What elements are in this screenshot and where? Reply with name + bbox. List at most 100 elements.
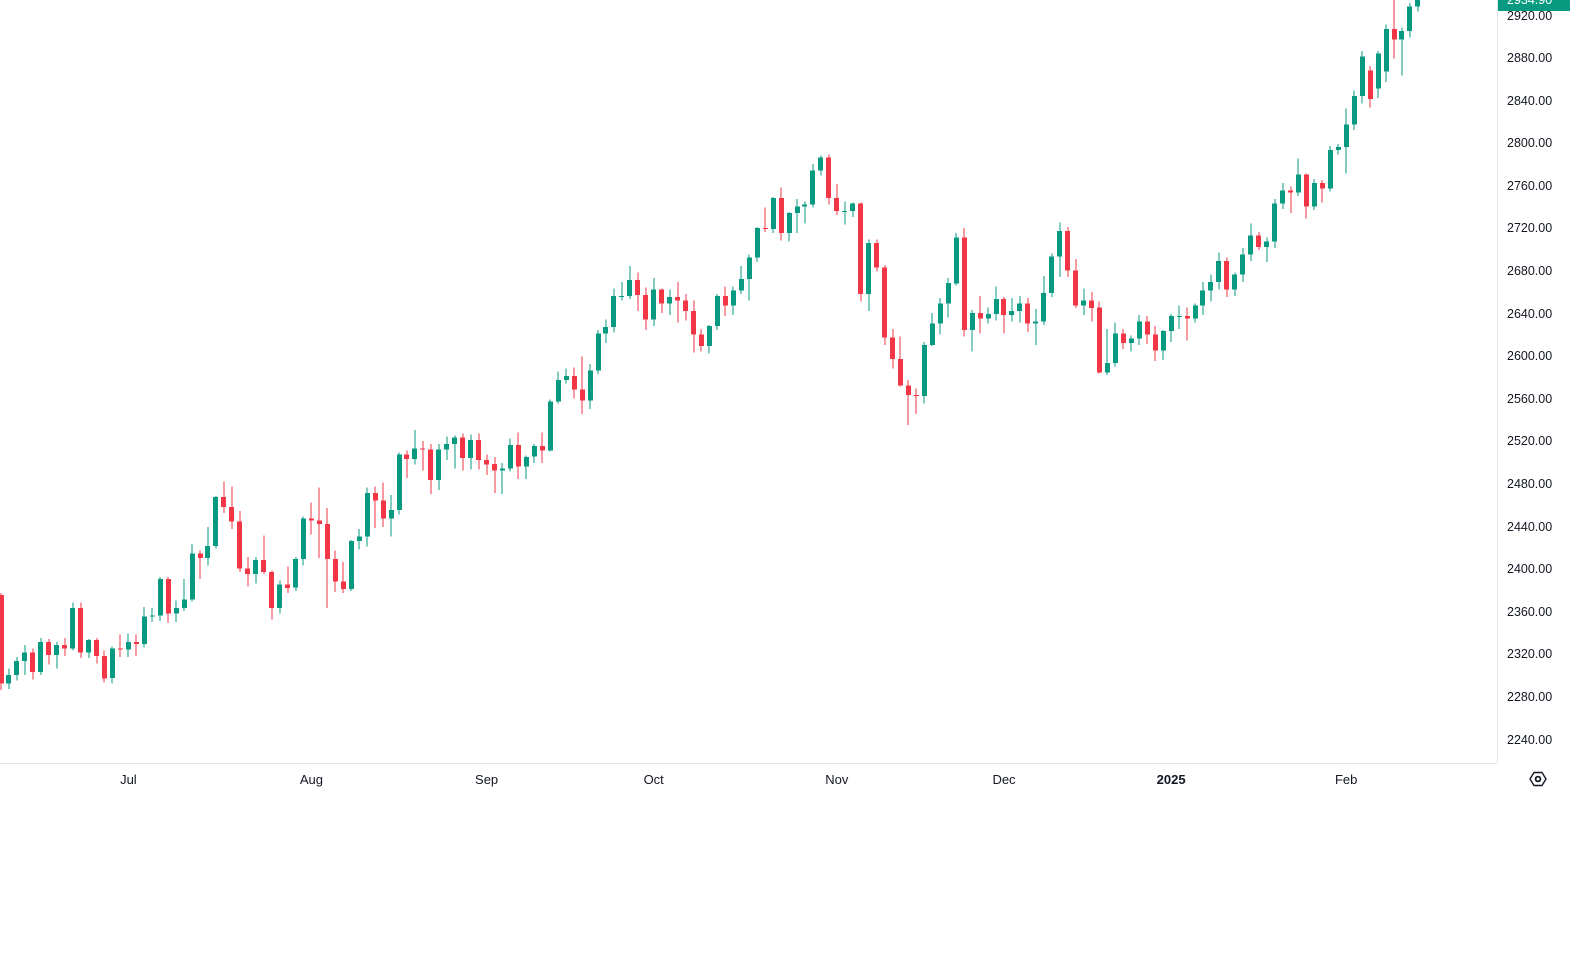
- candle: [389, 495, 394, 537]
- candle: [1001, 297, 1006, 334]
- candle: [341, 562, 346, 594]
- candle: [1208, 274, 1213, 302]
- price-axis-label: 2760.00: [1507, 178, 1553, 193]
- candle: [874, 239, 879, 272]
- price-axis-label: 2920.00: [1507, 8, 1553, 23]
- candle: [1384, 24, 1389, 82]
- candle: [1073, 258, 1078, 308]
- price-axis-label: 2520.00: [1507, 434, 1553, 449]
- candle: [524, 455, 529, 480]
- candle: [643, 287, 648, 331]
- scales-settings-button[interactable]: [1527, 769, 1549, 789]
- candle: [1344, 108, 1349, 174]
- candle: [842, 201, 847, 225]
- candle: [1407, 3, 1412, 38]
- candle: [1352, 90, 1357, 130]
- candle: [1025, 298, 1030, 333]
- candle: [1017, 296, 1022, 323]
- chart-pane[interactable]: [0, 0, 1497, 763]
- candle: [357, 529, 362, 550]
- candle: [588, 364, 593, 409]
- candle: [1288, 186, 1293, 213]
- candle: [1145, 316, 1150, 344]
- candle: [731, 286, 736, 316]
- candle: [1097, 301, 1102, 374]
- candle: [102, 650, 107, 683]
- candle: [1296, 158, 1301, 196]
- candle: [556, 371, 561, 404]
- candle: [1272, 199, 1277, 249]
- candle: [412, 430, 417, 465]
- candle: [333, 550, 338, 592]
- candle: [166, 577, 171, 623]
- candle: [810, 164, 815, 208]
- candle: [938, 298, 943, 335]
- candle: [699, 329, 704, 352]
- candle: [540, 432, 545, 464]
- candle: [930, 313, 935, 347]
- candle: [1089, 291, 1094, 322]
- candle: [508, 438, 513, 472]
- candle: [611, 288, 616, 333]
- candle: [420, 440, 425, 471]
- candle: [747, 254, 752, 301]
- price-axis-label: 2800.00: [1507, 136, 1553, 151]
- price-axis-label: 2840.00: [1507, 93, 1553, 108]
- candle: [739, 266, 744, 294]
- price-axis-label: 2280.00: [1507, 689, 1553, 704]
- candle: [954, 233, 959, 286]
- candle: [564, 368, 569, 384]
- candle: [460, 433, 465, 471]
- candle: [1264, 237, 1269, 262]
- candle: [779, 187, 784, 241]
- candle: [500, 463, 505, 495]
- candle: [229, 486, 234, 530]
- candle: [667, 289, 672, 316]
- candle: [1415, 0, 1420, 12]
- candle: [22, 645, 27, 675]
- candle: [516, 432, 521, 480]
- candle: [1368, 66, 1373, 108]
- candle: [898, 336, 903, 387]
- price-axis-label: 2240.00: [1507, 732, 1553, 747]
- candle: [1224, 257, 1229, 298]
- candle: [1304, 173, 1309, 219]
- candle: [94, 637, 99, 664]
- candle: [436, 444, 441, 490]
- candlestick-chart: [0, 0, 1420, 690]
- candle: [1129, 335, 1134, 352]
- candle: [787, 211, 792, 242]
- time-axis[interactable]: Jul Aug Sep Oct Nov Dec 2025 Feb: [0, 763, 1497, 797]
- candle: [1336, 143, 1341, 155]
- candle: [1256, 232, 1261, 251]
- candle: [1193, 303, 1198, 323]
- time-axis-label: Feb: [1334, 772, 1358, 787]
- candle: [962, 227, 967, 337]
- price-axis-label: 2560.00: [1507, 391, 1553, 406]
- candle: [444, 436, 449, 460]
- candle: [78, 602, 83, 659]
- candle: [532, 444, 537, 464]
- candle: [826, 154, 831, 205]
- price-axis-label: 2880.00: [1507, 51, 1553, 66]
- candle: [596, 330, 601, 374]
- candle: [309, 502, 314, 535]
- candle: [1137, 315, 1142, 345]
- last-price-label[interactable]: 2934.90: [1498, 0, 1570, 11]
- candle: [763, 207, 768, 233]
- time-axis-label: Dec: [992, 772, 1016, 787]
- candle: [619, 282, 624, 301]
- candle: [404, 450, 409, 479]
- candle: [397, 452, 402, 515]
- candle: [54, 642, 59, 669]
- candle: [1153, 325, 1158, 361]
- candle: [6, 668, 11, 689]
- candle: [723, 286, 728, 317]
- candle: [134, 634, 139, 656]
- time-axis-label: Jul: [120, 772, 137, 787]
- candle: [1240, 248, 1245, 283]
- price-axis-label: 2720.00: [1507, 221, 1553, 236]
- price-axis[interactable]: 2934.90 2920.00 2880.00 2840.00 2800.00 2760…: [1497, 0, 1570, 763]
- candle: [142, 606, 147, 648]
- candle: [914, 388, 919, 415]
